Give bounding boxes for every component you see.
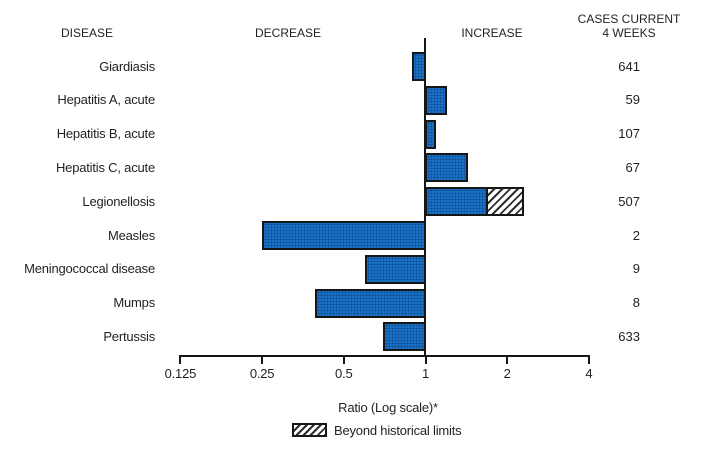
cases-value: 633 xyxy=(618,328,640,344)
row-label: Giardiasis xyxy=(99,58,155,74)
cases-value: 8 xyxy=(632,295,640,311)
legend-label: Beyond historical limits xyxy=(334,423,462,438)
cases-value: 107 xyxy=(618,126,640,142)
bar-increase xyxy=(424,119,436,149)
cases-value: 641 xyxy=(618,58,640,74)
axis-tick-label: 0.125 xyxy=(164,366,197,381)
axis-tick-label: 0.5 xyxy=(335,366,353,381)
legend-hatched-swatch xyxy=(292,423,327,437)
bar-increase xyxy=(424,85,447,115)
axis-tick xyxy=(424,355,427,364)
axis-tick xyxy=(342,355,345,364)
x-axis-label: Ratio (Log scale)* xyxy=(338,400,438,415)
bar-decrease xyxy=(314,288,427,318)
column-header-cases-line2: 4 WEEKS xyxy=(602,26,656,40)
axis-tick-label: 2 xyxy=(503,366,511,381)
row-label: Mumps xyxy=(113,295,155,311)
bar-decrease xyxy=(365,254,427,284)
column-header-cases-line1: CASES CURRENT xyxy=(577,12,681,26)
axis-tick-label: 1 xyxy=(421,366,430,381)
axis-tick-label: 4 xyxy=(585,366,593,381)
axis-tick xyxy=(506,355,509,364)
row-label: Pertussis xyxy=(103,328,155,344)
row-label: Hepatitis C, acute xyxy=(55,159,155,175)
column-header-disease: DISEASE xyxy=(60,26,114,40)
row-label: Hepatitis A, acute xyxy=(57,92,155,108)
bar-increase xyxy=(424,153,469,183)
x-axis-line xyxy=(179,355,590,357)
axis-tick xyxy=(587,355,590,364)
row-label: Hepatitis B, acute xyxy=(56,126,155,142)
cases-value: 59 xyxy=(625,92,640,108)
cases-value: 9 xyxy=(632,261,640,277)
column-header-decrease: DECREASE xyxy=(254,26,322,40)
bar-decrease xyxy=(411,52,427,81)
row-label: Legionellosis xyxy=(82,193,155,209)
bar-beyond-historical-limits xyxy=(486,187,524,217)
row-label: Meningococcal disease xyxy=(24,261,155,277)
axis-tick xyxy=(261,355,264,364)
bar-increase xyxy=(424,187,489,217)
axis-tick-label: 0.25 xyxy=(249,366,275,381)
axis-tick xyxy=(179,355,182,364)
cases-value: 2 xyxy=(632,227,640,243)
column-header-increase: INCREASE xyxy=(461,26,523,40)
bar-decrease xyxy=(383,322,427,352)
cases-value: 67 xyxy=(625,159,640,175)
row-label: Measles xyxy=(107,227,155,243)
bar-decrease xyxy=(262,221,427,250)
cases-value: 507 xyxy=(618,193,640,209)
